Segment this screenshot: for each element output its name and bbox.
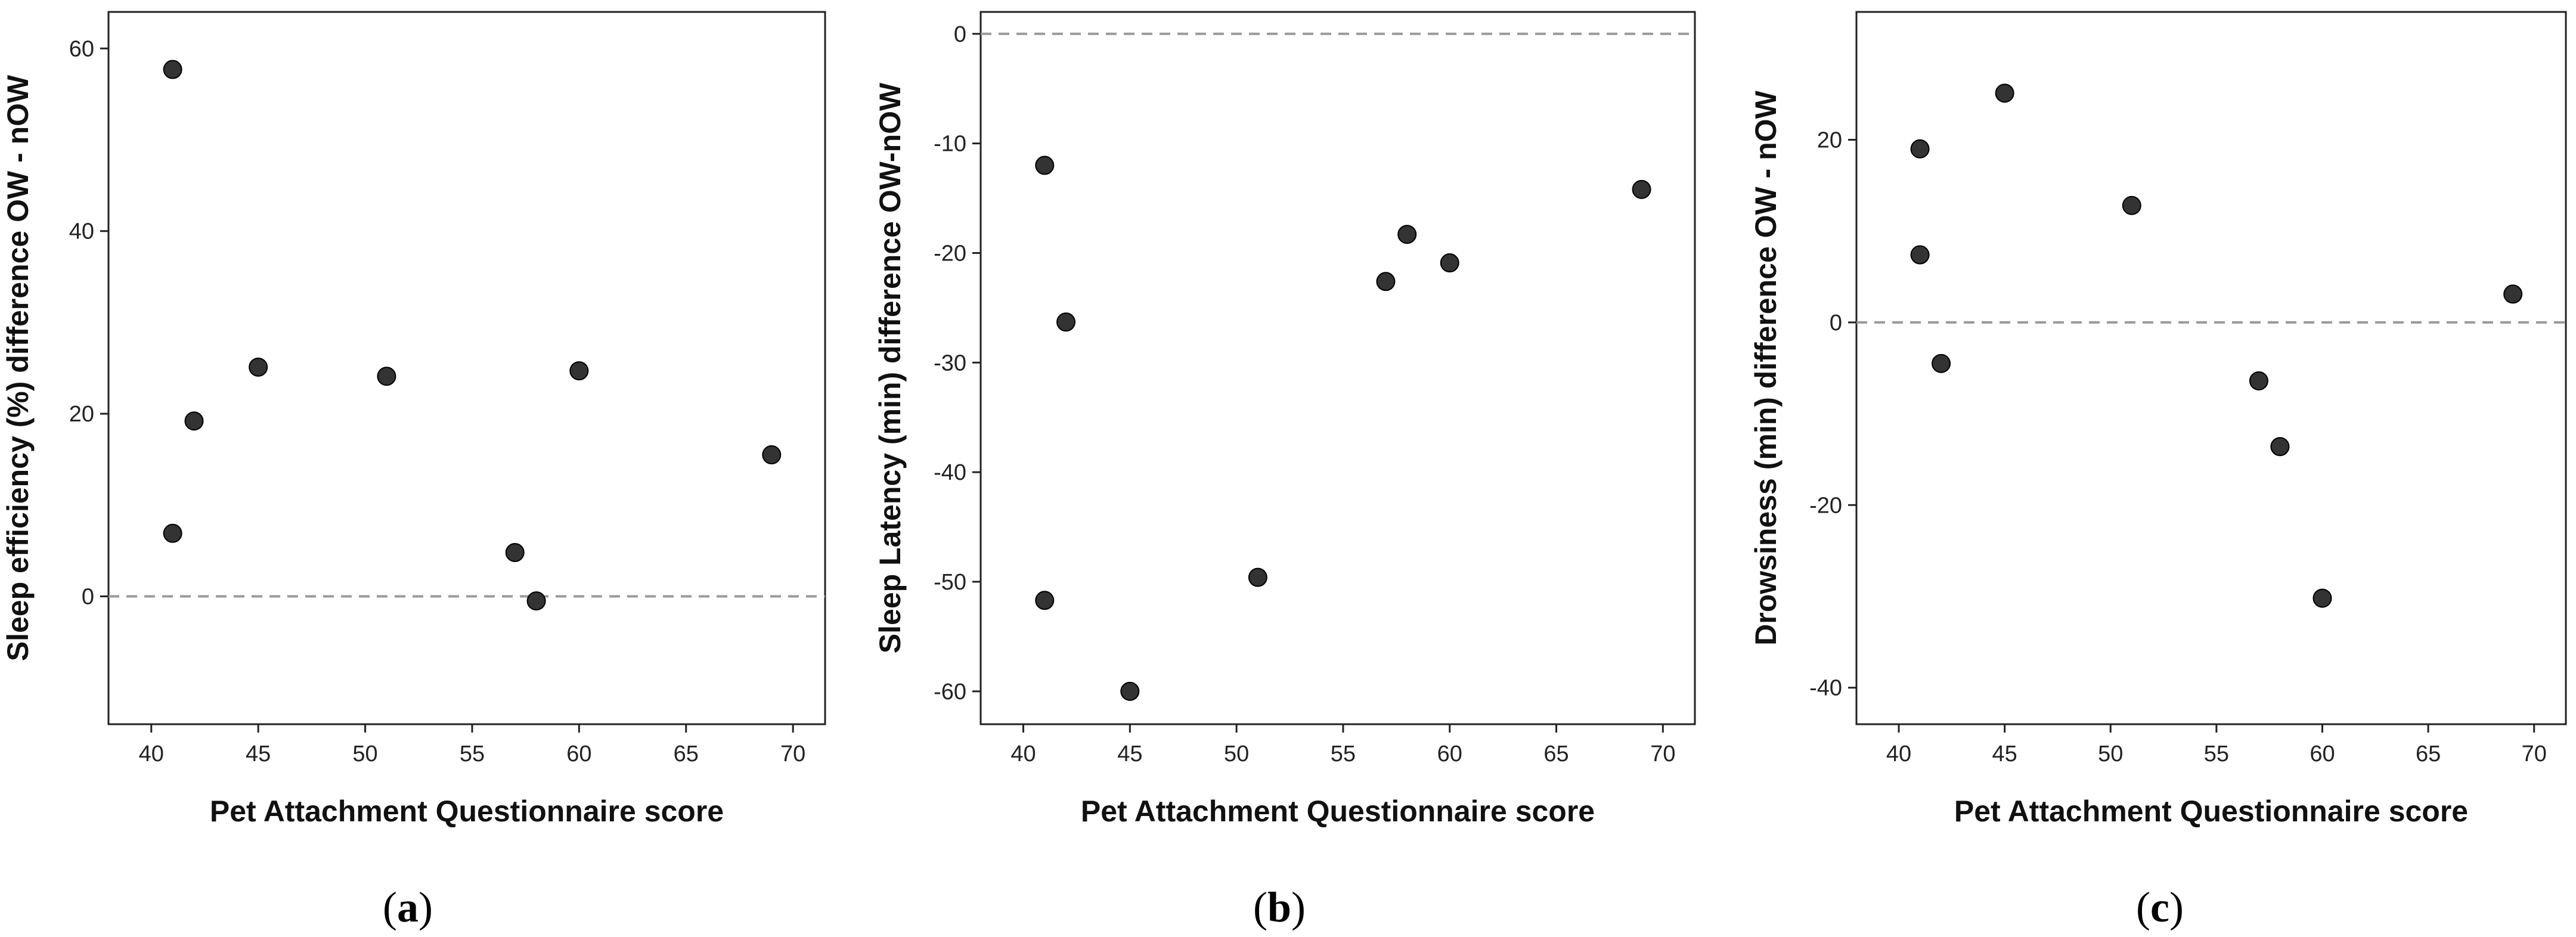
- x-tick-label: 70: [2522, 741, 2547, 767]
- panel-caption: (b): [1253, 883, 1306, 931]
- data-point: [2270, 437, 2290, 457]
- data-point: [249, 357, 268, 377]
- x-tick-label: 55: [460, 741, 485, 767]
- y-tick-label: -60: [934, 680, 966, 705]
- x-tick-label: 70: [1650, 741, 1675, 767]
- plot-frame: [107, 11, 826, 725]
- data-point: [1932, 353, 1951, 373]
- scatter-panel-a: 40 45 50 55 60 65 70 0 20 40 60 Pet Attachment Ques…: [1, 11, 826, 931]
- data-point: [1440, 253, 1459, 273]
- data-point: [2249, 371, 2268, 390]
- y-tick-label: -20: [1809, 493, 1842, 518]
- data-point: [163, 523, 182, 543]
- y-tick-label: -10: [934, 132, 966, 157]
- x-tick-label: 60: [1437, 741, 1462, 767]
- x-tick-label: 65: [674, 741, 699, 767]
- plot-frame: [1855, 11, 2567, 725]
- x-tick-label: 55: [2204, 741, 2229, 767]
- x-tick-label: 65: [1543, 741, 1568, 767]
- x-tick-label: 65: [2416, 741, 2441, 767]
- data-point: [762, 445, 782, 465]
- x-axis-title: Pet Attachment Questionnaire score: [1954, 795, 2468, 828]
- x-tick-label: 50: [1224, 741, 1249, 767]
- x-tick-label: 70: [780, 741, 805, 767]
- data-point: [1376, 272, 1396, 291]
- y-tick-label: -50: [934, 570, 966, 595]
- y-axis-title: Sleep Latency (min) difference OW-nOW: [873, 82, 907, 653]
- panel-caption: (c): [2136, 883, 2184, 931]
- data-point: [1910, 139, 1930, 159]
- y-tick-label: 40: [69, 219, 94, 244]
- x-tick-label: 40: [1886, 741, 1911, 767]
- data-point: [2312, 588, 2332, 608]
- scatter-panel-b: 40 45 50 55 60 65 70 0 -10 -20 -30 -40 -50 -60 Pet Att…: [873, 11, 1696, 931]
- data-point: [569, 361, 589, 381]
- data-point: [163, 60, 182, 79]
- x-tick-label: 45: [246, 741, 271, 767]
- y-tick-label: -30: [934, 350, 966, 376]
- plot-frame: [979, 11, 1696, 725]
- data-point: [377, 367, 396, 386]
- y-tick-label: -40: [934, 460, 966, 485]
- y-axis-title: Drowsiness (min) difference OW - nOW: [1749, 90, 1783, 645]
- data-point: [1035, 591, 1055, 610]
- data-point: [1035, 156, 1055, 175]
- y-tick-label: 0: [82, 585, 94, 610]
- data-point: [1910, 245, 1930, 265]
- panel-caption: (a): [383, 883, 433, 931]
- y-tick-label: 0: [954, 22, 966, 47]
- x-tick-label: 40: [139, 741, 164, 767]
- data-point: [184, 411, 204, 431]
- scatter-panel-c: 40 45 50 55 60 65 70 20 0 -20 -40 Pet Attachment Qu…: [1749, 11, 2567, 931]
- data-point: [1995, 83, 2014, 103]
- y-axis-title: Sleep efficiency (%) difference OW - nOW: [1, 75, 35, 661]
- y-tick-label: 0: [1830, 311, 1842, 336]
- data-point: [1248, 567, 1267, 587]
- y-tick-label: 20: [1817, 128, 1842, 153]
- x-tick-label: 45: [1992, 741, 2017, 767]
- y-tick-label: 60: [69, 36, 94, 61]
- x-axis-title: Pet Attachment Questionnaire score: [210, 795, 724, 828]
- x-tick-label: 55: [1331, 741, 1356, 767]
- data-point: [1056, 312, 1076, 332]
- data-point: [505, 542, 525, 562]
- data-point: [2503, 284, 2523, 304]
- y-tick-label: -40: [1809, 676, 1842, 701]
- panel-letter: c: [2150, 883, 2169, 931]
- x-tick-label: 50: [352, 741, 377, 767]
- panel-letter: b: [1267, 883, 1291, 931]
- panel-letter: a: [397, 883, 419, 931]
- x-tick-label: 60: [566, 741, 591, 767]
- data-point: [526, 591, 546, 611]
- x-tick-label: 40: [1010, 741, 1036, 767]
- x-tick-label: 60: [2310, 741, 2335, 767]
- y-tick-label: 20: [69, 402, 94, 427]
- y-tick-label: -20: [934, 241, 966, 266]
- data-point: [1120, 681, 1140, 701]
- x-tick-label: 45: [1117, 741, 1142, 767]
- data-point: [1632, 179, 1651, 199]
- x-tick-label: 50: [2098, 741, 2123, 767]
- data-point: [1397, 225, 1417, 244]
- x-axis-title: Pet Attachment Questionnaire score: [1081, 795, 1595, 828]
- data-point: [2122, 196, 2141, 215]
